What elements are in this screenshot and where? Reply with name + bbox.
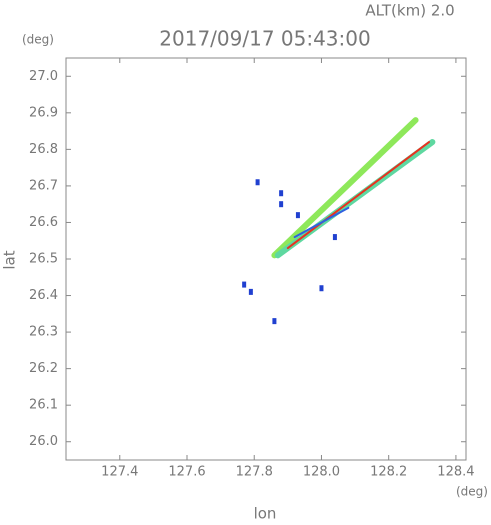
y-tick-label: 26.9: [29, 105, 58, 120]
y-tick-label: 26.6: [29, 215, 58, 230]
plot-frame: [65, 57, 467, 461]
y-tick-label: 26.5: [29, 252, 58, 267]
y-unit: (deg): [22, 33, 54, 47]
echo-point: [255, 179, 260, 186]
echo-point: [295, 212, 300, 219]
echo-point: [272, 318, 277, 325]
y-tick-label: 26.4: [29, 288, 58, 303]
y-tick-label: 27.0: [29, 69, 58, 84]
chart-title: 2017/09/17 05:43:00: [159, 27, 370, 51]
y-tick-label: 26.3: [29, 325, 58, 340]
x-unit: (deg): [456, 485, 488, 499]
x-tick-label: 128.4: [437, 465, 474, 480]
y-label: lat: [1, 250, 19, 269]
x-tick-label: 128.2: [370, 465, 407, 480]
y-tick-label: 26.1: [29, 398, 58, 413]
x-tick-label: 128.0: [303, 465, 340, 480]
echo-point: [319, 285, 324, 292]
y-tick-label: 26.7: [29, 178, 58, 193]
echo-core: [293, 206, 350, 239]
echo-point: [242, 281, 247, 288]
echo-core: [286, 141, 431, 250]
y-tick-label: 26.0: [29, 434, 58, 449]
y-tick-label: 26.8: [29, 142, 58, 157]
altitude: ALT(km) 2.0: [365, 2, 454, 20]
echo-streak: [271, 117, 419, 259]
echo-point: [279, 190, 284, 197]
echo-point: [279, 201, 284, 208]
x-label: lon: [254, 505, 277, 522]
echo-point: [332, 234, 337, 241]
x-tick-label: 127.8: [236, 465, 273, 480]
y-tick-label: 26.2: [29, 361, 58, 376]
x-tick-label: 127.4: [101, 465, 138, 480]
echo-point: [248, 288, 253, 295]
x-tick-label: 127.6: [168, 465, 205, 480]
